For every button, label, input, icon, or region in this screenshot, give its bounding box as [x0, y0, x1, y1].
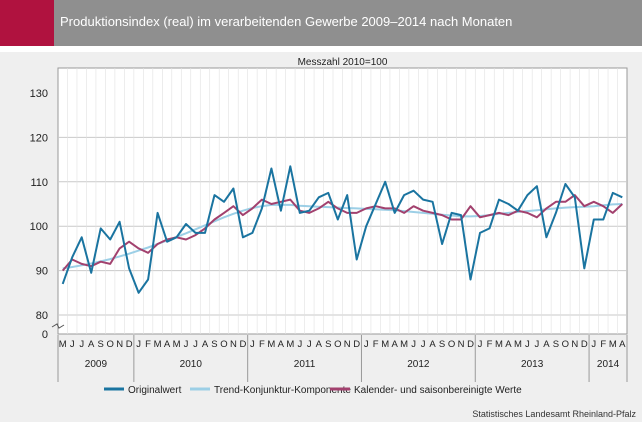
x-tick-label: S — [211, 339, 217, 350]
x-tick-label: F — [259, 339, 265, 350]
x-tick-label: A — [164, 339, 171, 350]
x-tick-label: F — [145, 339, 151, 350]
x-tick-label: D — [581, 339, 588, 350]
x-tick-label: N — [571, 339, 578, 350]
x-tick-label: J — [70, 339, 75, 350]
legend-label: Kalender- und saisonbereinigte Werte — [354, 385, 522, 396]
header-bar — [54, 0, 642, 46]
x-tick-label: J — [478, 339, 483, 350]
x-tick-label: O — [334, 339, 341, 350]
x-tick-label: N — [458, 339, 465, 350]
x-tick-label: J — [535, 339, 540, 350]
year-label: 2011 — [294, 359, 316, 370]
x-tick-label: A — [316, 339, 323, 350]
x-tick-label: O — [562, 339, 569, 350]
chart-subtitle: Messzahl 2010=100 — [298, 57, 388, 68]
x-tick-label: N — [116, 339, 123, 350]
x-tick-label: A — [278, 339, 285, 350]
x-tick-label: A — [619, 339, 626, 350]
x-tick-label: A — [505, 339, 512, 350]
x-tick-label: F — [600, 339, 606, 350]
x-tick-label: J — [364, 339, 369, 350]
x-tick-label: D — [353, 339, 360, 350]
x-tick-label: M — [267, 339, 275, 350]
x-tick-label: J — [421, 339, 426, 350]
y-tick-label: 80 — [36, 310, 48, 322]
legend-label: Trend-Konjunktur-Komponente — [214, 385, 351, 396]
year-label: 2012 — [407, 359, 430, 370]
x-tick-label: D — [239, 339, 246, 350]
source-note: Statistisches Landesamt Rheinland-Pfalz — [472, 409, 636, 419]
x-tick-label: A — [429, 339, 436, 350]
y-tick-label: 0 — [42, 329, 48, 341]
axis-break-mark — [51, 323, 65, 329]
x-tick-label: M — [173, 339, 181, 350]
year-label: 2013 — [521, 359, 544, 370]
header: Produktionsindex (real) im verarbeitende… — [0, 0, 642, 46]
x-tick-label: O — [220, 339, 227, 350]
x-tick-label: J — [297, 339, 302, 350]
x-tick-label: M — [495, 339, 503, 350]
y-tick-label: 90 — [36, 266, 48, 278]
x-tick-label: J — [250, 339, 255, 350]
x-tick-label: M — [286, 339, 294, 350]
x-tick-label: M — [400, 339, 408, 350]
x-tick-label: A — [543, 339, 550, 350]
x-tick-label: F — [373, 339, 379, 350]
x-tick-label: M — [381, 339, 389, 350]
year-label: 2010 — [180, 359, 203, 370]
x-tick-label: D — [467, 339, 474, 350]
series-line — [61, 194, 623, 272]
x-tick-label: J — [307, 339, 312, 350]
header-accent-block — [0, 0, 54, 46]
x-tick-label: D — [126, 339, 133, 350]
series-line — [61, 165, 623, 294]
x-tick-label: N — [344, 339, 351, 350]
x-tick-label: M — [609, 339, 617, 350]
y-tick-label: 100 — [30, 221, 48, 233]
x-tick-label: J — [136, 339, 141, 350]
x-tick-label: M — [59, 339, 67, 350]
x-tick-label: J — [591, 339, 596, 350]
x-tick-label: F — [487, 339, 493, 350]
chart-panel: Messzahl 2010=100 0 80 90 100 110 120 130 M J J A S O… — [0, 52, 642, 422]
legend-label: Originalwert — [128, 385, 182, 396]
chart-title: Produktionsindex (real) im verarbeitende… — [60, 14, 513, 29]
x-tick-label: M — [154, 339, 162, 350]
x-tick-label: S — [553, 339, 559, 350]
x-tick-label: A — [391, 339, 398, 350]
x-tick-label: J — [525, 339, 530, 350]
x-tick-label: S — [98, 339, 104, 350]
x-tick-label: J — [193, 339, 198, 350]
x-tick-label: J — [184, 339, 189, 350]
x-tick-label: N — [230, 339, 237, 350]
x-tick-label: J — [411, 339, 416, 350]
y-tick-label: 120 — [30, 132, 48, 144]
y-tick-label: 110 — [30, 177, 48, 189]
x-tick-label: M — [514, 339, 522, 350]
y-tick-label: 130 — [30, 88, 48, 100]
x-tick-label: O — [106, 339, 113, 350]
x-tick-label: S — [439, 339, 445, 350]
x-tick-label: S — [325, 339, 331, 350]
year-label: 2014 — [597, 359, 620, 370]
year-label: 2009 — [85, 359, 108, 370]
x-tick-label: A — [88, 339, 95, 350]
x-tick-label: O — [448, 339, 455, 350]
x-tick-label: A — [202, 339, 209, 350]
x-tick-label: J — [79, 339, 84, 350]
